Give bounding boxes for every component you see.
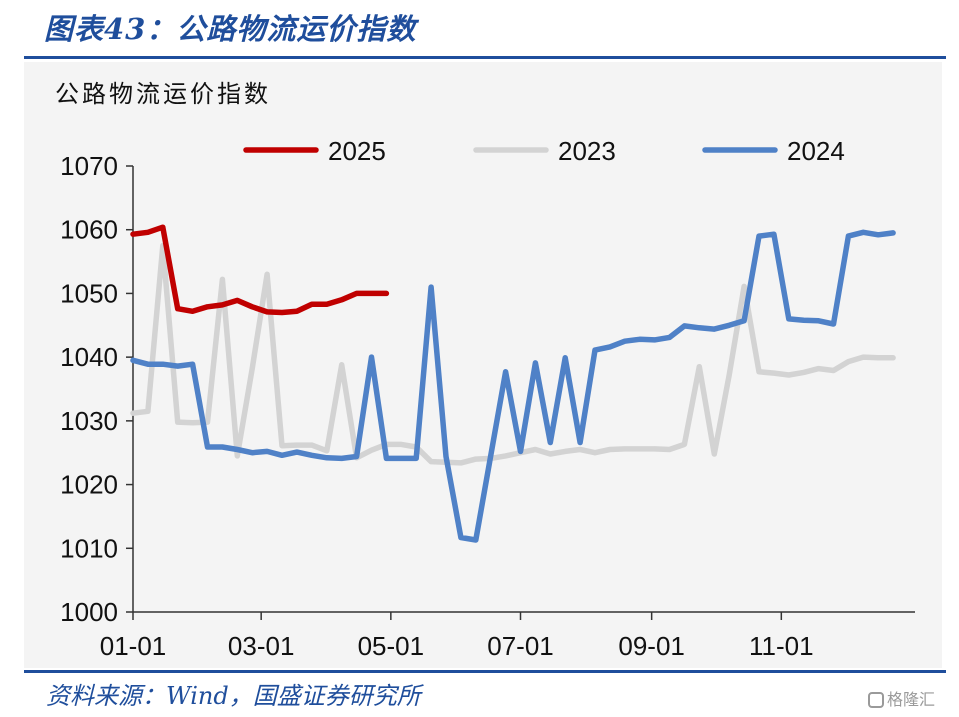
watermark: 格隆汇 bbox=[868, 686, 935, 710]
x-tick-label: 01-01 bbox=[100, 631, 167, 661]
y-tick-label: 1060 bbox=[60, 215, 118, 245]
series-line-2023 bbox=[130, 242, 896, 466]
y-tick-label: 1070 bbox=[60, 151, 118, 181]
series-line-2024 bbox=[130, 229, 896, 543]
y-tick-label: 1020 bbox=[60, 470, 118, 500]
title-rule bbox=[24, 56, 946, 59]
x-tick-label: 05-01 bbox=[358, 631, 425, 661]
legend-label-2024: 2024 bbox=[787, 136, 845, 166]
legend-label-2025: 2025 bbox=[328, 136, 386, 166]
source-note: 资料来源：Wind，国盛证券研究所 bbox=[46, 682, 421, 710]
y-tick-label: 1030 bbox=[60, 406, 118, 436]
figure-title: 图表43：公路物流运价指数 bbox=[44, 12, 417, 46]
y-tick-label: 1050 bbox=[60, 278, 118, 308]
y-tick-label: 1010 bbox=[60, 533, 118, 563]
chart-title: 公路物流运价指数 bbox=[55, 80, 271, 108]
watermark-text: 格隆汇 bbox=[887, 690, 936, 709]
y-tick-label: 1040 bbox=[60, 342, 118, 372]
series-line-2025 bbox=[130, 224, 390, 316]
source-rule bbox=[24, 670, 946, 673]
legend-label-2023: 2023 bbox=[558, 136, 616, 166]
x-tick-label: 07-01 bbox=[487, 631, 554, 661]
x-tick-label: 11-01 bbox=[749, 631, 814, 661]
watermark-logo-icon bbox=[868, 692, 884, 708]
x-tick-label: 03-01 bbox=[228, 631, 295, 661]
x-tick-label: 09-01 bbox=[618, 631, 685, 661]
y-tick-label: 1000 bbox=[60, 597, 118, 627]
